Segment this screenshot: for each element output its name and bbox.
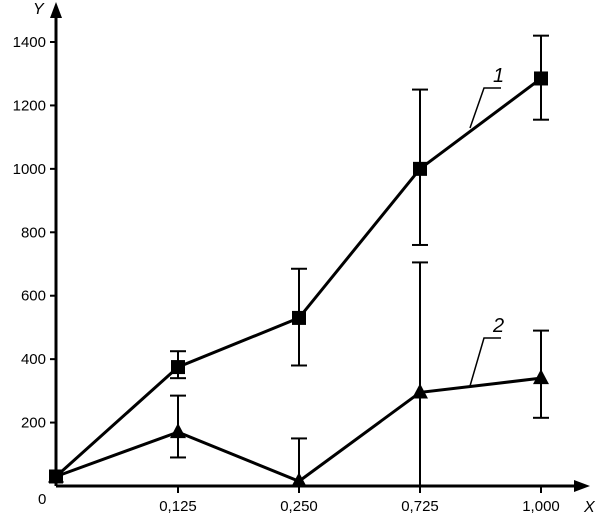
data-point-triangle [170,423,186,439]
y-tick-label: 1000 [13,161,46,178]
y-tick-label: 800 [21,224,46,241]
y-tick-label: 400 [21,351,46,368]
x-tick-label: 0,250 [280,498,318,515]
y-tick-label: 200 [21,415,46,432]
y-tick-label: 1400 [13,34,46,51]
data-point-triangle [533,369,549,385]
data-point-triangle [48,467,64,483]
series-1: 1 [49,34,549,484]
data-point-square [292,310,306,325]
y-axis-label: Y [33,1,45,18]
series-label-leader [469,87,501,129]
series-2: 2 [48,261,549,488]
y-tick-label: 1200 [13,97,46,114]
data-point-triangle [412,383,428,399]
series-label: 1 [493,65,504,87]
data-point-triangle [291,472,307,488]
x-axis-label: X [583,499,596,516]
x-tick-label: 0,125 [159,498,197,515]
x-tick-label: 1,000 [522,498,560,515]
x-axis-arrow [574,480,590,492]
y-tick-label: 600 [21,288,46,305]
origin-label: 0 [38,491,46,508]
x-ticks: 0,125 0,250 0,725 1,000 [159,486,560,515]
y-ticks: 200 400 600 800 1000 1200 1400 [13,34,56,432]
data-point-square [534,71,548,86]
series-label-leader [469,337,501,387]
y-axis-arrow [50,2,62,18]
data-point-square [413,161,427,176]
x-tick-label: 0,725 [401,498,439,515]
series-layer: 12 [48,34,549,488]
axes [50,2,590,492]
data-point-square [171,360,185,375]
series-label: 2 [492,315,504,337]
